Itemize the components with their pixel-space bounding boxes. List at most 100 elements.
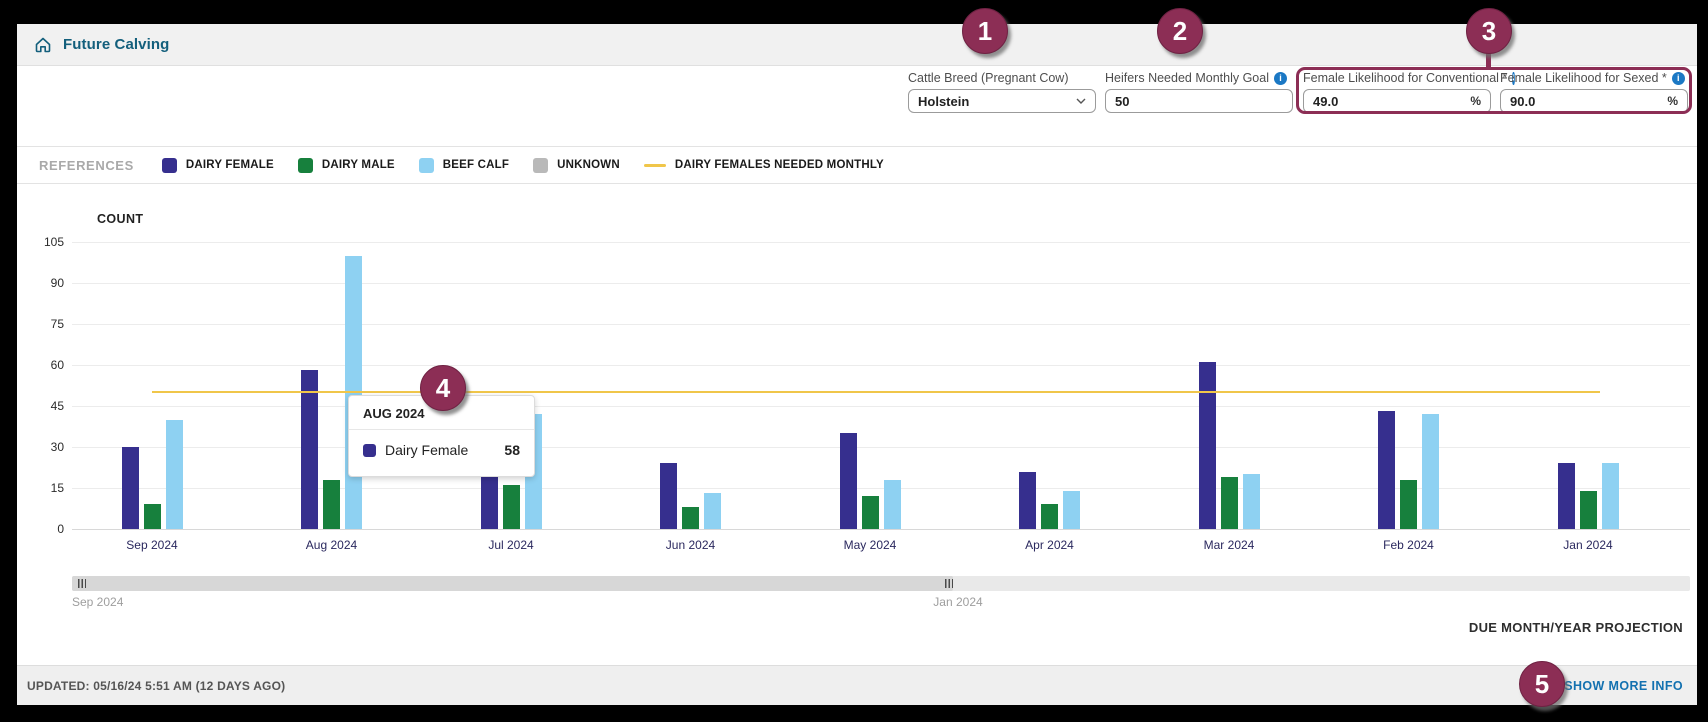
bar-dairy-male[interactable] bbox=[502, 485, 520, 529]
updated-timestamp: UPDATED: 05/16/24 5:51 AM (12 DAYS AGO) bbox=[27, 678, 286, 693]
legend-item[interactable]: DAIRY FEMALE bbox=[161, 157, 274, 173]
field-likelihood-sexed: Female Likelihood for Sexed * i % bbox=[1500, 70, 1688, 113]
home-icon[interactable] bbox=[33, 35, 53, 55]
legend-item-label: BEEF CALF bbox=[442, 159, 510, 171]
legend-color-swatch bbox=[533, 157, 549, 173]
y-axis-tick-label: 60 bbox=[50, 358, 64, 372]
legend-item[interactable]: DAIRY FEMALES NEEDED MONTHLY bbox=[643, 159, 884, 171]
cattle-breed-select[interactable]: Holstein bbox=[908, 89, 1096, 113]
percent-suffix: % bbox=[1667, 94, 1678, 108]
chart-range-scrollbar[interactable] bbox=[72, 576, 1690, 591]
legend-items: DAIRY FEMALE DAIRY MALE BEEF CALF UNKNOWN DA… bbox=[161, 157, 908, 173]
legend-color-swatch bbox=[418, 157, 434, 173]
bar-dairy-female[interactable] bbox=[1198, 362, 1216, 529]
select-chevron-icon bbox=[1076, 98, 1086, 104]
callout-badge-4: 4 bbox=[420, 365, 466, 411]
x-axis-category-label: Feb 2024 bbox=[1383, 538, 1434, 552]
x-axis-category-label: Aug 2024 bbox=[305, 538, 358, 552]
heifers-goal-label-text: Heifers Needed Monthly Goal bbox=[1105, 71, 1269, 85]
bar-beef-calf[interactable] bbox=[883, 479, 901, 529]
likelihood-sexed-input[interactable] bbox=[1510, 93, 1664, 109]
scrollbar-end-label: Jan 2024 bbox=[933, 595, 983, 609]
x-axis-category-label: Jul 2024 bbox=[488, 538, 534, 552]
bar-dairy-male[interactable] bbox=[682, 507, 699, 529]
show-more-info-button[interactable]: SHOW MORE INFO bbox=[1564, 678, 1683, 693]
likelihood-conventional-input[interactable] bbox=[1313, 93, 1467, 109]
bar-dairy-female[interactable] bbox=[121, 447, 139, 529]
bar-dairy-male[interactable] bbox=[1579, 490, 1597, 529]
tooltip-value: 58 bbox=[504, 442, 520, 458]
panel-header: Future Calving bbox=[17, 24, 1697, 66]
cattle-breed-value: Holstein bbox=[918, 93, 970, 109]
likelihood-conventional-label: Female Likelihood for Conventional * i bbox=[1303, 70, 1515, 86]
bar-beef-calf[interactable] bbox=[1242, 474, 1260, 529]
legend-title: REFERENCES bbox=[39, 157, 134, 173]
panel-footer: UPDATED: 05/16/24 5:51 AM (12 DAYS AGO) … bbox=[17, 665, 1697, 705]
heifers-goal-input-box bbox=[1105, 89, 1293, 113]
info-icon[interactable]: i bbox=[1671, 71, 1685, 85]
cattle-breed-label: Cattle Breed (Pregnant Cow) bbox=[908, 70, 1096, 86]
legend-item-label: DAIRY MALE bbox=[321, 159, 395, 171]
bar-dairy-female[interactable] bbox=[1378, 411, 1395, 529]
gridline bbox=[72, 282, 1690, 284]
bar-dairy-male[interactable] bbox=[143, 504, 161, 529]
bar-dairy-male[interactable] bbox=[1400, 479, 1417, 529]
y-axis-tick-label: 30 bbox=[50, 440, 64, 454]
bar-dairy-female[interactable] bbox=[480, 471, 498, 529]
percent-suffix: % bbox=[1470, 94, 1481, 108]
y-axis-tick-label: 0 bbox=[57, 522, 64, 536]
scrollbar-right-grip[interactable] bbox=[945, 579, 953, 588]
bar-beef-calf[interactable] bbox=[704, 493, 721, 529]
scrollbar-start-label: Sep 2024 bbox=[72, 595, 124, 609]
callout-3-stem bbox=[1486, 52, 1491, 68]
legend-item-label: DAIRY FEMALE bbox=[185, 159, 274, 171]
legend-item[interactable]: UNKNOWN bbox=[533, 157, 620, 173]
heifers-goal-label: Heifers Needed Monthly Goal i bbox=[1105, 70, 1293, 86]
x-axis-category-label: May 2024 bbox=[843, 538, 897, 552]
gridline bbox=[72, 446, 1690, 448]
legend-item[interactable]: BEEF CALF bbox=[418, 157, 510, 173]
bar-beef-calf[interactable] bbox=[1063, 490, 1080, 529]
bar-dairy-male[interactable] bbox=[1041, 504, 1058, 529]
legend-item-label: UNKNOWN bbox=[557, 159, 620, 171]
bar-beef-calf[interactable] bbox=[1601, 463, 1619, 529]
y-axis-tick-label: 90 bbox=[50, 276, 64, 290]
likelihood-conventional-label-text: Female Likelihood for Conventional * bbox=[1303, 71, 1508, 85]
gridline bbox=[72, 528, 1690, 530]
heifers-goal-input[interactable] bbox=[1115, 93, 1283, 109]
tooltip-row: Dairy Female 58 bbox=[349, 430, 534, 458]
bar-dairy-male[interactable] bbox=[861, 496, 879, 529]
info-icon[interactable]: i bbox=[1512, 71, 1515, 85]
gridline bbox=[72, 323, 1690, 325]
bar-dairy-female[interactable] bbox=[660, 463, 677, 529]
y-axis-title: COUNT bbox=[97, 212, 144, 226]
legend-item-label: DAIRY FEMALES NEEDED MONTHLY bbox=[674, 159, 884, 171]
gridline bbox=[72, 241, 1690, 243]
scrollbar-selected-range[interactable] bbox=[72, 576, 953, 591]
y-axis-tick-label: 15 bbox=[50, 481, 64, 495]
bar-beef-calf[interactable] bbox=[1422, 414, 1439, 529]
callout-badge-3: 3 bbox=[1466, 8, 1512, 54]
x-axis-category-label: Apr 2024 bbox=[1025, 538, 1074, 552]
y-axis-tick-label: 75 bbox=[50, 317, 64, 331]
bar-dairy-female[interactable] bbox=[1557, 463, 1575, 529]
bar-beef-calf[interactable] bbox=[165, 419, 183, 529]
x-axis-category-label: Jun 2024 bbox=[665, 538, 716, 552]
callout-badge-5: 5 bbox=[1519, 661, 1565, 707]
bar-dairy-male[interactable] bbox=[1220, 477, 1238, 529]
page-title: Future Calving bbox=[63, 36, 170, 53]
bar-dairy-male[interactable] bbox=[323, 479, 340, 529]
legend-item[interactable]: DAIRY MALE bbox=[297, 157, 395, 173]
y-axis-tick-label: 105 bbox=[43, 235, 64, 249]
x-axis-category-label: Jan 2024 bbox=[1563, 538, 1613, 552]
chart-caption: DUE MONTH/YEAR PROJECTION bbox=[1468, 620, 1683, 635]
legend-color-swatch bbox=[297, 157, 313, 173]
info-icon[interactable]: i bbox=[1273, 71, 1287, 85]
scrollbar-left-grip[interactable] bbox=[78, 579, 86, 588]
callout-badge-1: 1 bbox=[962, 8, 1008, 54]
gridline bbox=[72, 487, 1690, 489]
bar-dairy-female[interactable] bbox=[1019, 471, 1036, 529]
bar-dairy-female[interactable] bbox=[839, 433, 857, 529]
bar-dairy-female[interactable] bbox=[301, 370, 318, 529]
field-heifers-goal: Heifers Needed Monthly Goal i bbox=[1105, 70, 1293, 113]
